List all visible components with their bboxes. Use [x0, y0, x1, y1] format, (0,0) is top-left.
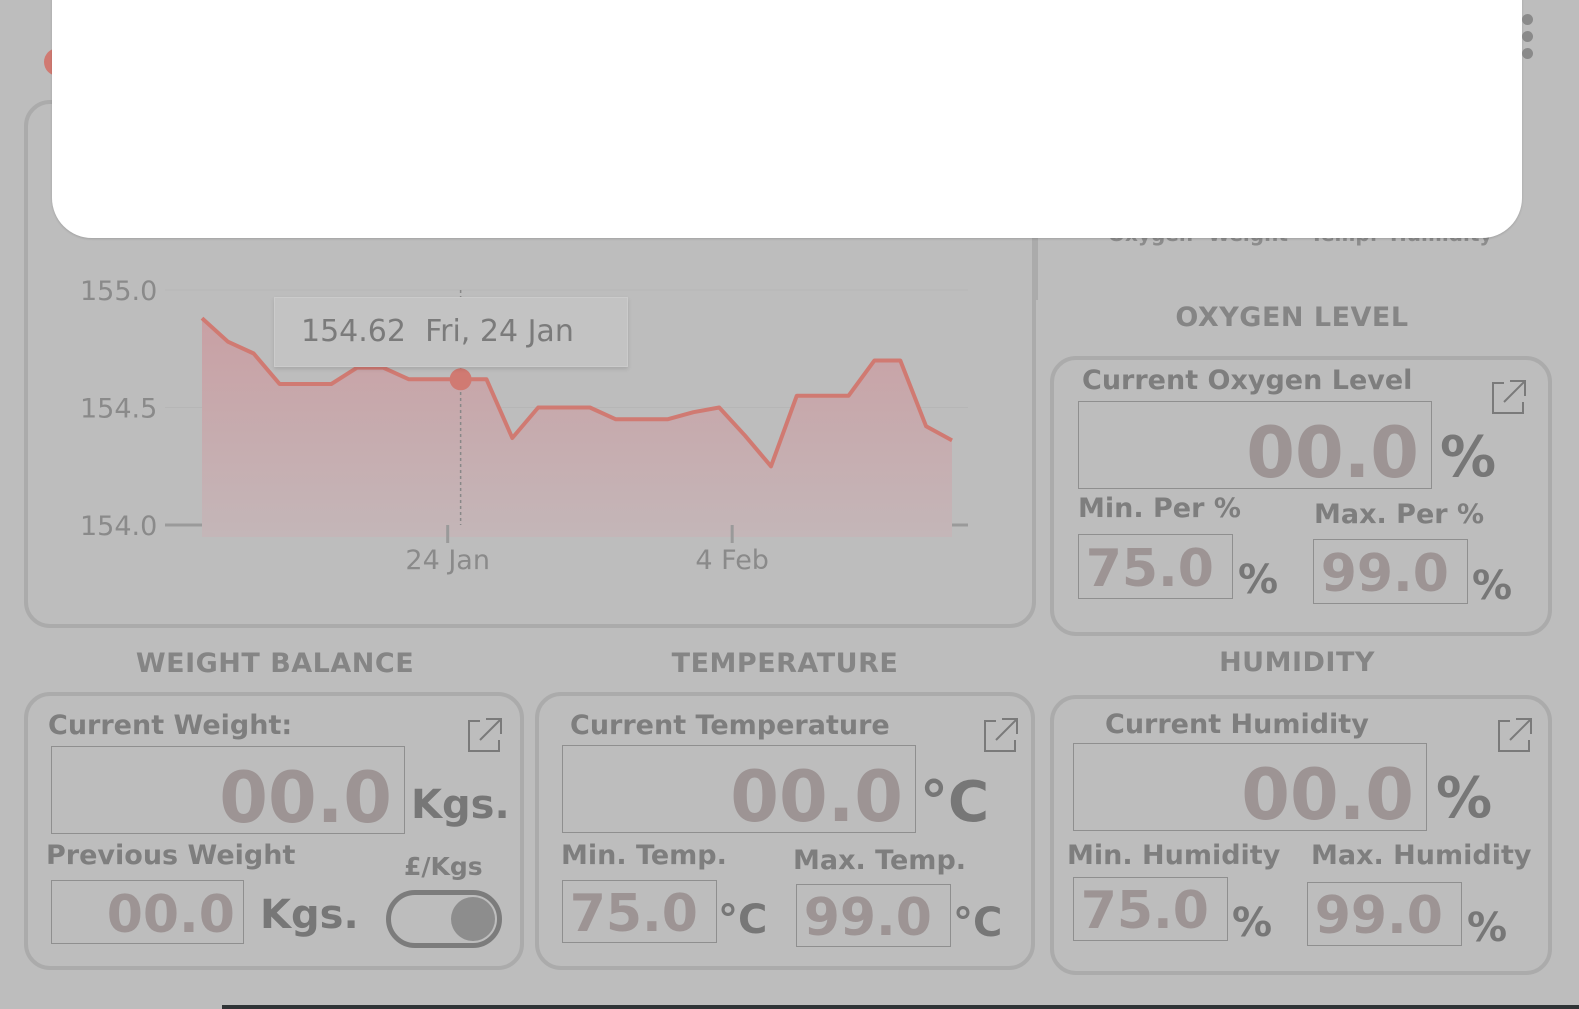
humidity-max-label: Max. Humidity — [1311, 840, 1532, 871]
expand-icon[interactable] — [1496, 716, 1534, 754]
temperature-min-label: Min. Temp. — [561, 840, 727, 871]
humidity-max-unit: % — [1467, 905, 1508, 951]
expand-icon[interactable] — [466, 716, 504, 754]
temperature-max-input[interactable]: 99.0 — [796, 884, 951, 947]
temperature-max-unit: °C — [953, 900, 1003, 946]
humidity-min-unit: % — [1232, 900, 1273, 946]
x-tick-label: 4 Feb — [695, 545, 769, 576]
temperature-min-unit: °C — [718, 897, 768, 943]
humidity-section-title: HUMIDITY — [1219, 647, 1375, 678]
chart-axis: 155.0 154.5 154.0 24 Jan 4 Feb — [80, 276, 769, 576]
oxygen-unit: % — [1440, 425, 1497, 490]
humidity-panel — [1050, 695, 1552, 975]
weight-current-value: 00.0 — [51, 746, 405, 834]
oxygen-max-label: Max. Per % — [1314, 499, 1485, 530]
weight-previous-value: 00.0 — [51, 880, 244, 944]
oxygen-min-unit: % — [1238, 557, 1279, 603]
temperature-min-input[interactable]: 75.0 — [562, 880, 717, 943]
weight-panel — [24, 692, 524, 970]
currency-toggle-label: £/Kgs — [404, 852, 483, 881]
weight-previous-label: Previous Weight — [46, 840, 296, 871]
weight-unit: Kgs. — [411, 782, 510, 828]
chart-line — [200, 316, 953, 469]
bottom-bar — [0, 999, 1579, 1009]
tooltip-date: Fri, 24 Jan — [425, 314, 574, 349]
y-tick-label: 155.0 — [80, 276, 157, 307]
oxygen-current-value: 00.0 — [1078, 401, 1432, 489]
toggle-knob — [451, 897, 495, 941]
humidity-min-input[interactable]: 75.0 — [1073, 877, 1228, 941]
y-tick-label: 154.0 — [80, 511, 157, 542]
temperature-unit: °C — [920, 770, 990, 835]
expand-icon[interactable] — [1490, 378, 1528, 416]
temperature-panel — [535, 692, 1035, 970]
humidity-min-label: Min. Humidity — [1067, 840, 1281, 871]
expand-icon[interactable] — [982, 716, 1020, 754]
chart-tooltip: 154.62 Fri, 24 Jan — [274, 297, 628, 367]
chart-area — [202, 318, 952, 537]
temperature-current-value: 00.0 — [562, 745, 916, 833]
oxygen-section-title: OXYGEN LEVEL — [1175, 302, 1409, 333]
humidity-unit: % — [1436, 766, 1493, 831]
y-tick-label: 154.5 — [80, 394, 157, 425]
humidity-current-value: 00.0 — [1073, 743, 1427, 831]
temperature-current-label: Current Temperature — [570, 710, 890, 741]
weight-previous-unit: Kgs. — [260, 892, 359, 938]
tooltip-value: 154.62 — [301, 314, 406, 349]
temperature-section-title: TEMPERATURE — [671, 648, 899, 679]
oxygen-current-label: Current Oxygen Level — [1082, 365, 1413, 396]
more-options-icon[interactable] — [1522, 14, 1538, 65]
oxygen-min-label: Min. Per % — [1078, 493, 1241, 524]
currency-unit-toggle[interactable] — [386, 890, 502, 948]
oxygen-max-input[interactable]: 99.0 — [1313, 539, 1468, 604]
temperature-max-label: Max. Temp. — [793, 845, 967, 876]
chart-hover-point — [449, 368, 472, 391]
weight-section-title: WEIGHT BALANCE — [135, 648, 415, 679]
oxygen-max-unit: % — [1472, 563, 1513, 609]
humidity-max-input[interactable]: 99.0 — [1307, 882, 1462, 946]
modal-dialog[interactable] — [52, 0, 1522, 238]
humidity-current-label: Current Humidity — [1105, 709, 1369, 740]
x-tick-label: 24 Jan — [405, 545, 490, 576]
oxygen-min-input[interactable]: 75.0 — [1078, 534, 1233, 599]
weight-current-label: Current Weight: — [48, 710, 293, 741]
oxygen-panel — [1050, 356, 1552, 636]
